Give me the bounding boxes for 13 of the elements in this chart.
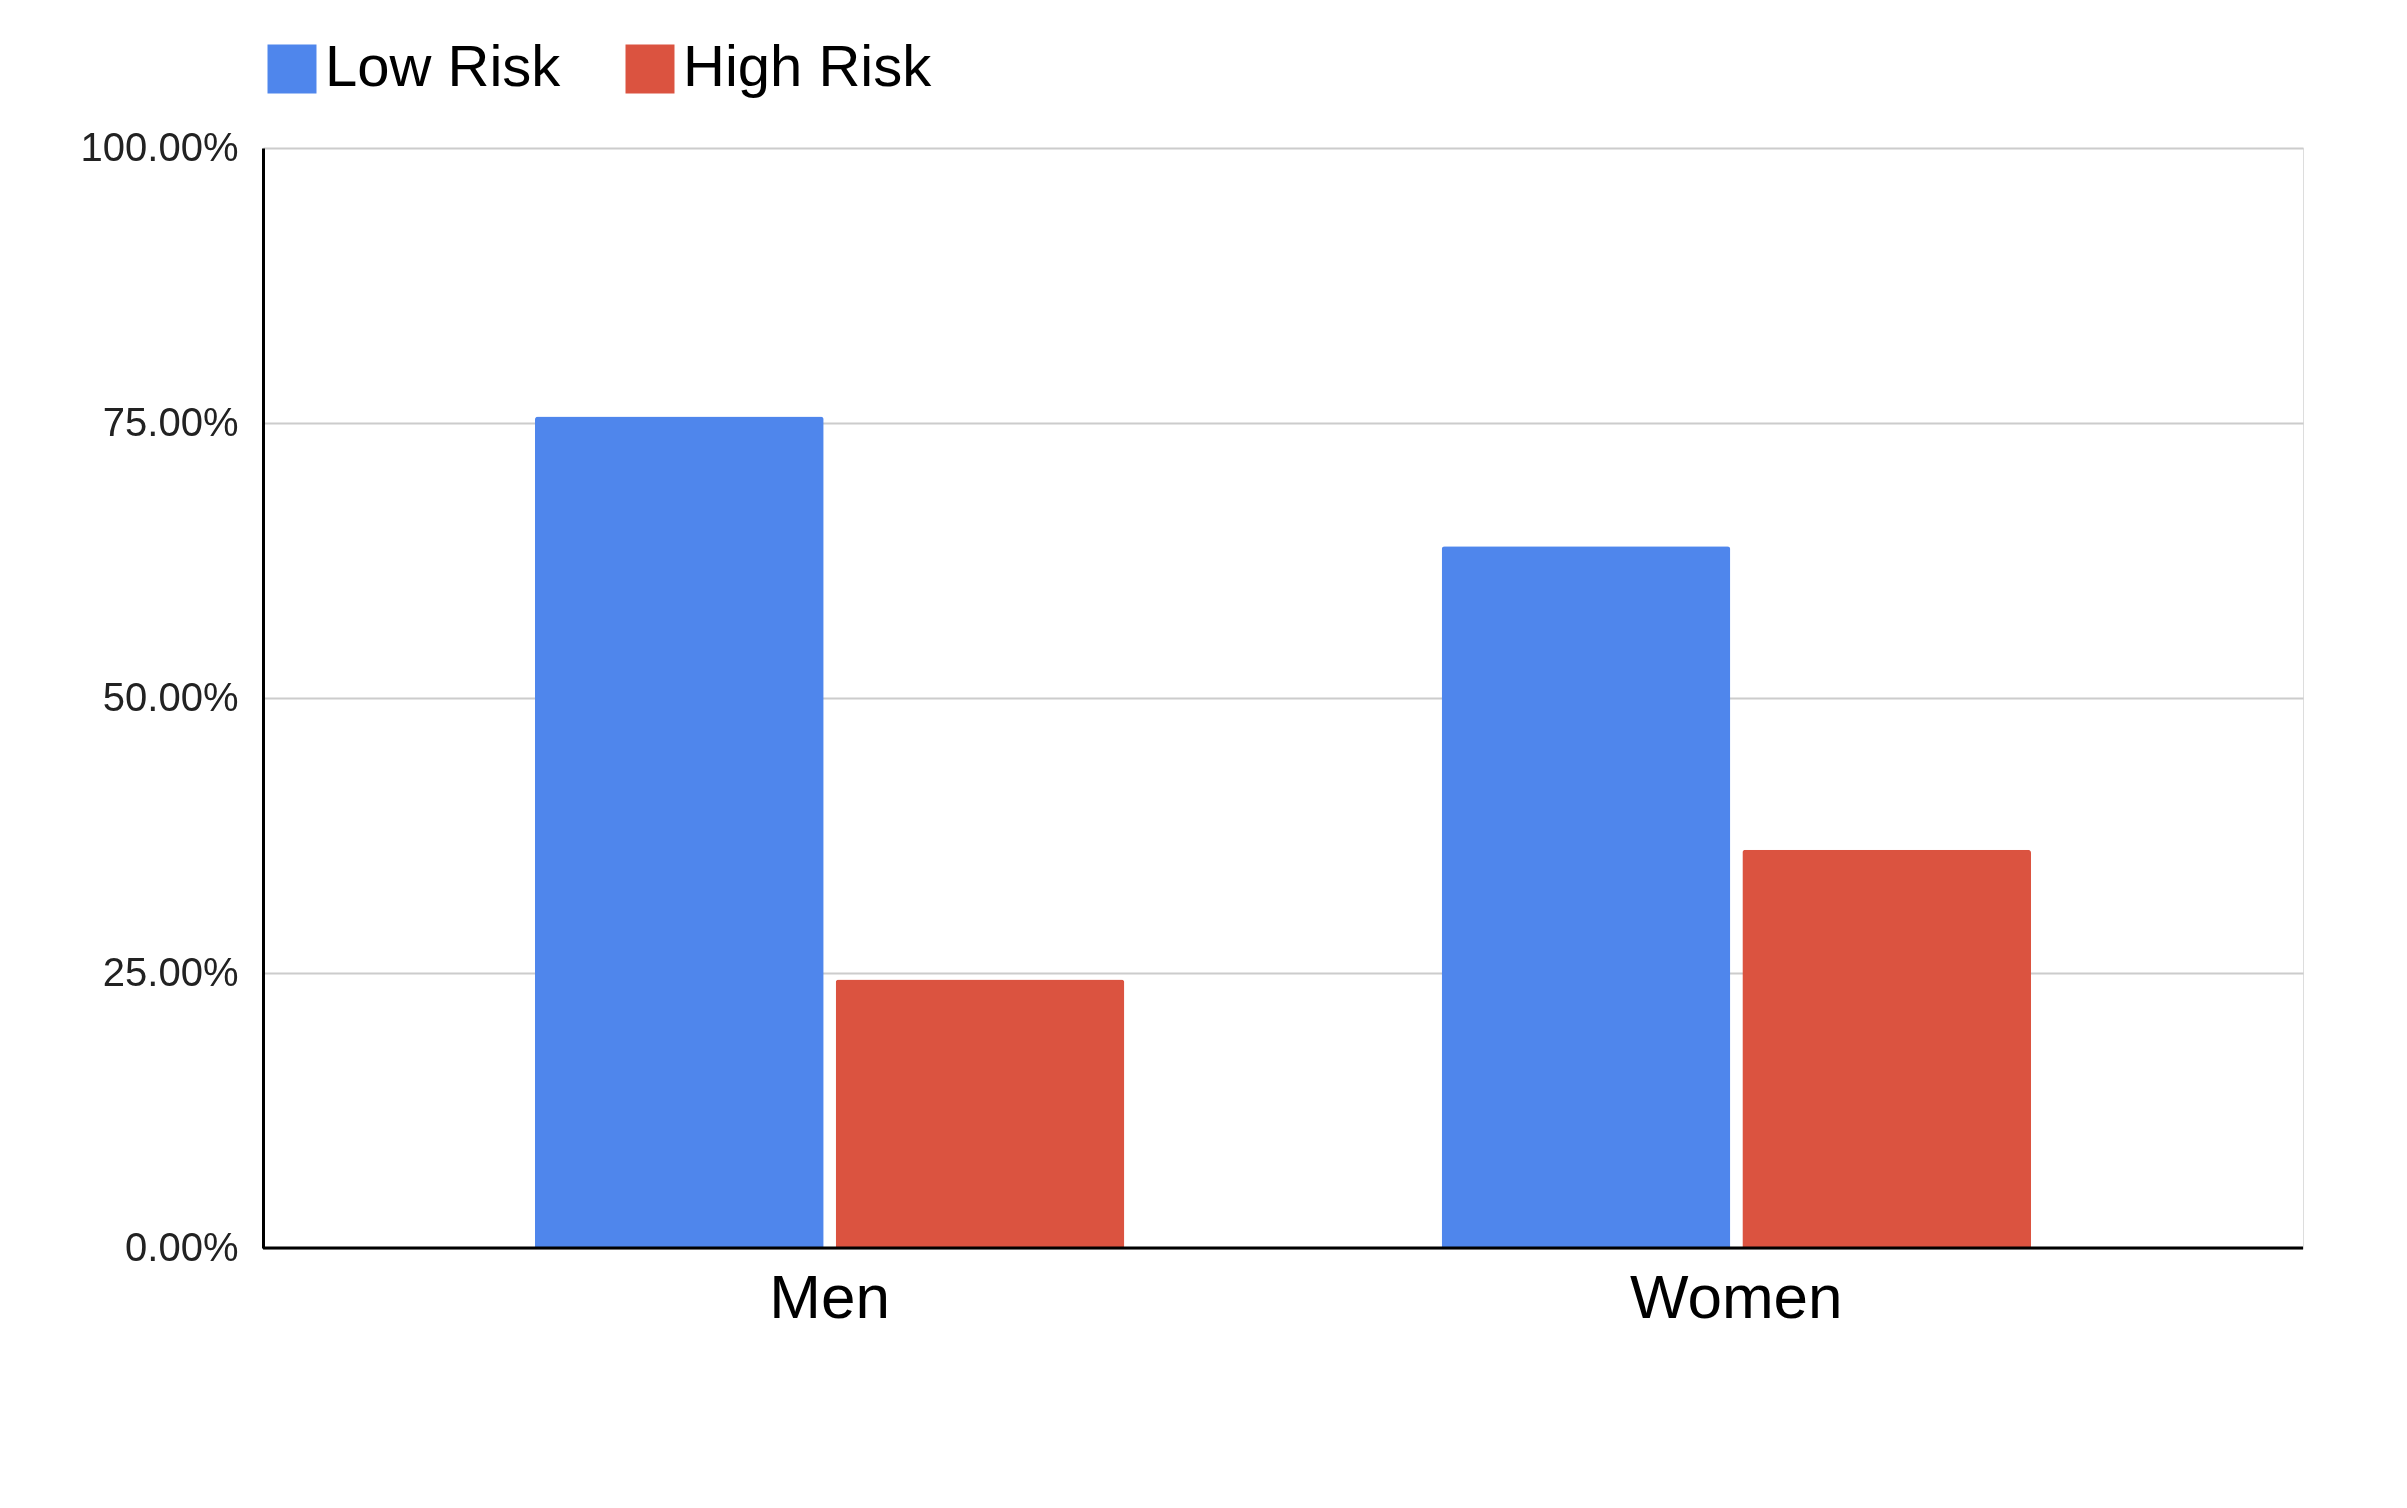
y-tick-label: 0.00% bbox=[125, 1224, 239, 1269]
bar bbox=[1441, 546, 1731, 1248]
y-tick-label: 75.00% bbox=[102, 399, 239, 444]
y-tick-label: 50.00% bbox=[102, 674, 239, 719]
x-tick-label: Men bbox=[769, 1261, 890, 1331]
x-tick-label: Women bbox=[1630, 1261, 1843, 1331]
bar bbox=[1742, 849, 2031, 1248]
bar bbox=[835, 979, 1125, 1248]
y-tick-label: 25.00% bbox=[102, 949, 239, 994]
y-tick-label: 100.00% bbox=[80, 124, 239, 169]
legend-label: Low Risk bbox=[325, 33, 562, 98]
legend-label: High Risk bbox=[683, 33, 933, 98]
bar bbox=[535, 416, 824, 1248]
